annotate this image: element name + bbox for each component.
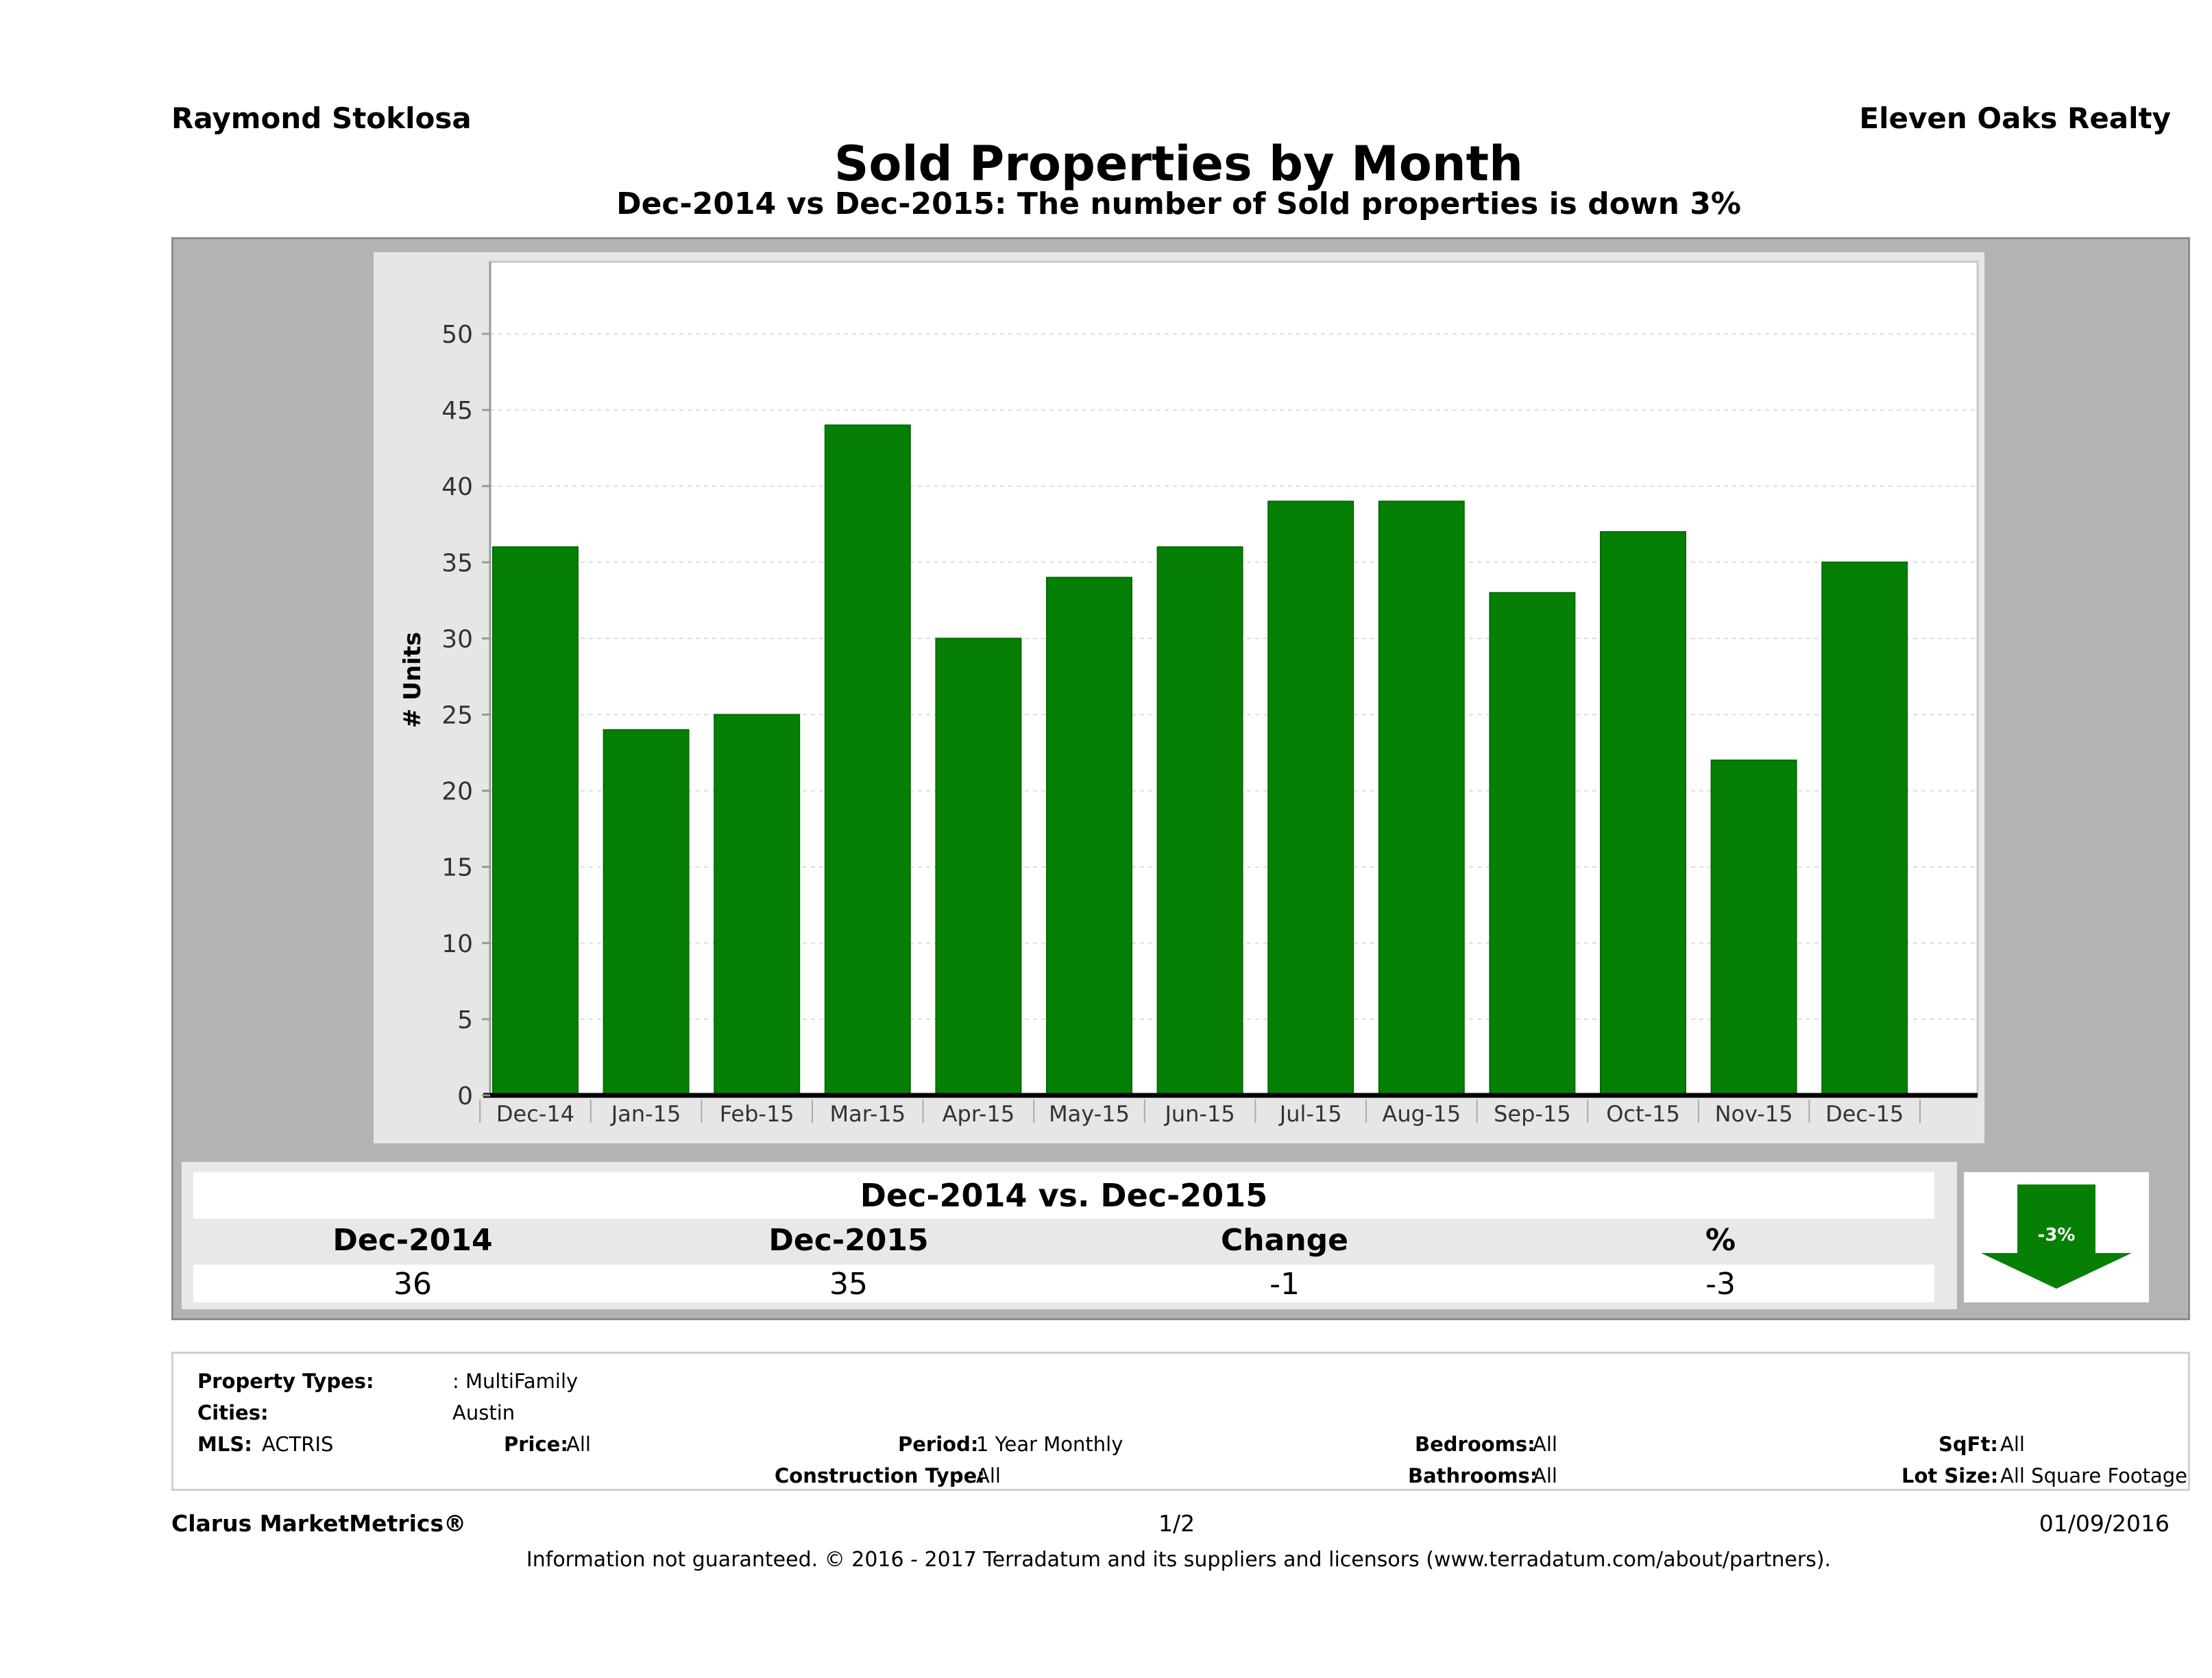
bar-jun-15 <box>1156 546 1243 1096</box>
y-tick-label: 10 <box>441 930 473 958</box>
bar-jul-15 <box>1267 500 1354 1097</box>
comparison-values-row <box>193 1265 1934 1302</box>
x-tick-label: Jul-15 <box>1278 1101 1342 1127</box>
y-tick-label: 30 <box>441 625 473 653</box>
y-tick-label: 20 <box>441 778 473 806</box>
comparison-header-dec-2014: Dec-2014 <box>332 1223 493 1258</box>
indicator-label: -3% <box>2038 1225 2076 1245</box>
bar-sep-15 <box>1489 592 1576 1096</box>
brokerage-name: Eleven Oaks Realty <box>1859 101 2171 135</box>
y-tick-label: 40 <box>441 473 473 501</box>
comparison-value-change: -1 <box>1269 1267 1300 1302</box>
x-tick-label: Jan-15 <box>610 1101 681 1127</box>
cities-label: Cities: <box>197 1401 269 1424</box>
x-tick-label: Jun-15 <box>1163 1101 1235 1127</box>
property-types-label: Property Types: <box>197 1370 374 1393</box>
x-tick-label: Oct-15 <box>1606 1101 1680 1127</box>
report-date: 01/09/2016 <box>2039 1510 2170 1537</box>
sqft-value: All <box>2000 1433 2025 1456</box>
bar-dec-14 <box>492 546 579 1096</box>
comparison-title: Dec-2014 vs. Dec-2015 <box>193 1172 1934 1219</box>
agent-name: Raymond Stoklosa <box>171 101 472 135</box>
change-indicator: -3% <box>1964 1172 2149 1302</box>
sqft-label: SqFt: <box>1938 1433 1998 1456</box>
x-tick-label: Mar-15 <box>830 1101 906 1127</box>
property-types-value: : MultiFamily <box>452 1370 579 1393</box>
mls-label: MLS: <box>197 1433 252 1456</box>
bar-dec-15 <box>1821 561 1908 1096</box>
bars <box>492 424 1908 1097</box>
comparison-value-dec-2015: 35 <box>829 1267 868 1302</box>
comparison-header-percent: % <box>1705 1223 1736 1258</box>
x-tick-label: Aug-15 <box>1382 1101 1461 1127</box>
x-tick-label: Dec-15 <box>1825 1101 1904 1127</box>
x-tick-label: Dec-14 <box>496 1101 574 1127</box>
product-name: Clarus MarketMetrics® <box>171 1510 467 1537</box>
period-value: 1 Year Monthly <box>976 1433 1123 1456</box>
search-criteria <box>171 1352 2190 1491</box>
page-number: 1/2 <box>1158 1510 1195 1537</box>
bar-chart: 0 5 10 15 20 25 30 35 40 45 50 Dec-14 Jan-15 Feb-15 M… <box>399 260 1979 1127</box>
y-tick-label: 45 <box>441 397 473 425</box>
construction-type-label: Construction Type: <box>775 1464 985 1487</box>
y-tick-label: 15 <box>441 854 473 882</box>
comparison-value-percent: -3 <box>1705 1267 1736 1302</box>
y-tick-label: 0 <box>457 1082 473 1110</box>
y-tick-label: 35 <box>441 549 473 577</box>
y-tick-label: 50 <box>441 321 473 349</box>
bar-oct-15 <box>1600 531 1686 1096</box>
bar-nov-15 <box>1710 759 1797 1096</box>
down-arrow-icon: -3% <box>1981 1184 2132 1289</box>
y-tick-label: 25 <box>441 702 473 730</box>
period-label: Period: <box>898 1433 979 1456</box>
bedrooms-label: Bedrooms: <box>1415 1433 1535 1456</box>
bar-feb-15 <box>714 714 801 1096</box>
bar-may-15 <box>1046 576 1132 1096</box>
lot-size-value: All Square Footage <box>2000 1464 2188 1487</box>
comparison-header-dec-2015: Dec-2015 <box>768 1223 929 1258</box>
x-tick-label: Nov-15 <box>1715 1101 1793 1127</box>
bathrooms-value: All <box>1533 1464 1557 1487</box>
x-tick-label: Apr-15 <box>943 1101 1015 1127</box>
x-tick-labels: Dec-14 Jan-15 Feb-15 Mar-15 Apr-15 May-15 Jun-… <box>479 1099 1921 1127</box>
x-tick-label: Feb-15 <box>720 1101 794 1127</box>
y-tick-label: 5 <box>457 1006 473 1034</box>
chart-title: Sold Properties by Month <box>834 136 1523 192</box>
price-label: Price: <box>504 1433 568 1456</box>
comparison-value-dec-2014: 36 <box>393 1267 432 1302</box>
bar-jan-15 <box>603 729 690 1096</box>
bar-aug-15 <box>1378 500 1465 1097</box>
price-value: All <box>566 1433 591 1456</box>
comparison-header-change: Change <box>1221 1223 1348 1258</box>
cities-value: Austin <box>452 1401 515 1424</box>
lot-size-label: Lot Size: <box>1901 1464 1999 1487</box>
bathrooms-label: Bathrooms: <box>1408 1464 1538 1487</box>
mls-value: ACTRIS <box>262 1433 334 1456</box>
bar-apr-15 <box>935 637 1022 1096</box>
x-tick-label: Sep-15 <box>1494 1101 1571 1127</box>
chart-subtitle: Dec-2014 vs Dec-2015: The number of Sold… <box>616 186 1741 221</box>
x-tick-label: May-15 <box>1049 1101 1130 1127</box>
y-tick-labels: 0 5 10 15 20 25 30 35 40 45 50 <box>441 321 490 1110</box>
disclaimer: Information not guaranteed. © 2016 - 201… <box>526 1548 1832 1572</box>
bar-mar-15 <box>824 424 911 1096</box>
y-axis-label: # Units <box>399 632 426 728</box>
bedrooms-value: All <box>1533 1433 1557 1456</box>
construction-type-value: All <box>976 1464 1001 1487</box>
